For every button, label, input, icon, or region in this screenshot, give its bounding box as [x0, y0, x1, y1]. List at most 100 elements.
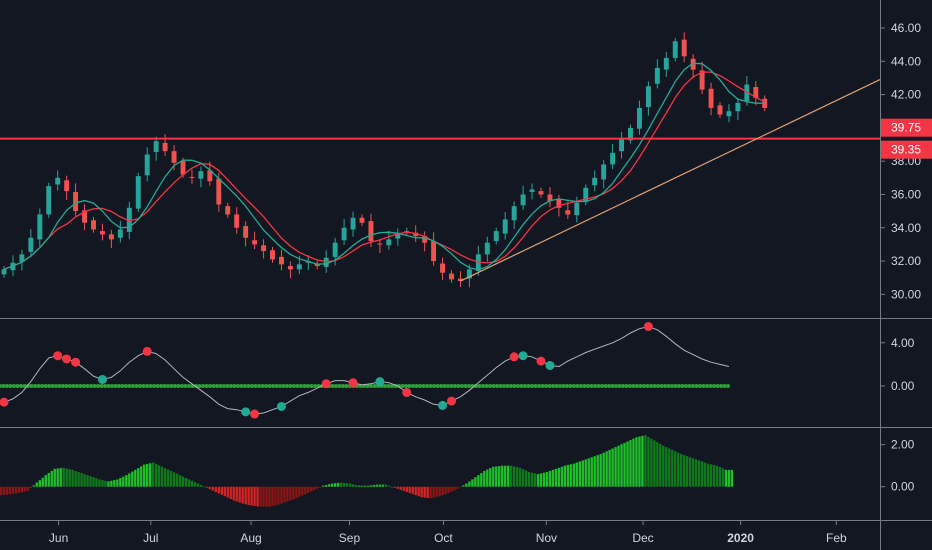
oscillator-signal-dot: [321, 379, 331, 389]
oscillator-signal-dot: [0, 397, 9, 407]
histogram-bar: [35, 482, 39, 487]
histogram-bar: [426, 486, 429, 498]
candle-body: [296, 264, 302, 270]
histogram-bar: [113, 480, 116, 487]
zero-line-dot: [407, 383, 412, 388]
histogram-bar: [211, 486, 215, 491]
histogram-bar: [533, 473, 537, 487]
histogram-bar: [190, 480, 194, 487]
candle-body: [126, 207, 132, 232]
zero-line-dot: [607, 383, 611, 388]
zero-line-dot: [12, 383, 16, 388]
zero-line-dot: [71, 383, 76, 388]
oscillator-panel[interactable]: [0, 322, 730, 419]
oscillator-signal-dot: [142, 346, 152, 356]
zero-line-dot: [197, 383, 202, 388]
zero-line-dot: [313, 383, 317, 388]
candle-body: [216, 178, 222, 205]
zero-line-dot: [0, 383, 2, 388]
zero-line-dot: [547, 383, 552, 388]
histogram-bar: [396, 486, 399, 489]
zero-line-dot: [267, 383, 272, 388]
candle-body: [99, 231, 105, 235]
zero-line-dot: [397, 383, 401, 388]
zero-line-dot: [106, 383, 111, 388]
zero-line-dot: [558, 383, 562, 388]
zero-line-dot: [638, 383, 643, 388]
price-tick-label: 30.00: [891, 287, 921, 301]
zero-line-dot: [537, 383, 541, 388]
histogram-bar: [351, 484, 355, 487]
price-axis[interactable]: 30.0032.0034.0036.0038.0040.0042.0044.00…: [880, 21, 932, 494]
time-tick-label: Jun: [49, 531, 68, 545]
histogram-bar: [611, 448, 614, 487]
price-panel[interactable]: [0, 32, 881, 288]
histogram-bar: [378, 484, 382, 487]
histogram-bar: [29, 486, 33, 489]
histogram-bar: [5, 486, 9, 495]
histogram-bar: [184, 477, 188, 487]
histogram-bar: [357, 485, 361, 487]
histogram-bar: [250, 486, 253, 506]
histogram-bar: [140, 466, 143, 487]
zero-line-dot: [281, 383, 286, 388]
zero-line-dot: [141, 383, 146, 388]
candle-body: [404, 231, 410, 233]
histogram-bar: [196, 483, 200, 487]
time-axis[interactable]: Jun Jul Aug Sep Oct Nov Dec 2020 Feb: [49, 520, 847, 545]
histogram-panel[interactable]: [0, 435, 734, 507]
zero-line-dot: [222, 383, 226, 388]
histogram-bar: [274, 486, 277, 506]
price-tag: [881, 140, 932, 159]
histogram-bar: [462, 485, 465, 487]
histogram-bar: [68, 469, 71, 487]
zero-line-dot: [659, 383, 664, 388]
zero-line-dot: [61, 383, 65, 388]
zero-line-dot: [421, 383, 426, 388]
histogram-bar: [172, 472, 176, 487]
histogram-bar: [578, 461, 581, 487]
histogram-bar: [122, 476, 125, 487]
price-tick-label: 42.00: [891, 88, 921, 102]
zero-line-dot: [467, 383, 471, 388]
zero-line-dot: [715, 383, 720, 388]
histogram-bar: [727, 469, 731, 487]
zero-line-dot: [491, 383, 496, 388]
candle-body: [699, 70, 705, 90]
zero-line-dot: [414, 383, 419, 388]
histogram-bar: [50, 470, 53, 487]
histogram-bar: [304, 486, 307, 495]
histogram-bar: [530, 472, 534, 487]
histogram-bar: [608, 449, 611, 487]
zero-line-dot: [645, 383, 650, 388]
histogram-bar: [166, 469, 170, 487]
zero-line-dot: [568, 383, 573, 388]
histogram-bar: [241, 486, 244, 504]
zero-line-dot: [138, 383, 142, 388]
histogram-bar: [438, 486, 441, 497]
zero-line-dot: [540, 383, 545, 388]
histogram-bar: [148, 463, 152, 487]
histogram-bar: [548, 470, 552, 487]
histogram-bar: [38, 480, 41, 487]
zero-line-dot: [463, 383, 468, 388]
histogram-bar: [342, 482, 346, 487]
histogram-bar: [336, 482, 340, 487]
candle-body: [708, 88, 714, 108]
zero-line-dot: [411, 383, 415, 388]
histogram-bar: [101, 480, 104, 487]
zero-line-dot: [292, 383, 296, 388]
candle-body: [565, 210, 571, 215]
histogram-bar: [459, 486, 462, 488]
zero-line-dot: [250, 383, 254, 388]
histogram-bar: [509, 465, 513, 487]
histogram-bar: [381, 484, 385, 487]
histogram-bar: [665, 447, 668, 487]
zero-line-dot: [726, 383, 730, 388]
histogram-bar: [235, 486, 238, 502]
zero-line-dot: [446, 383, 450, 388]
zero-line-dot: [579, 383, 583, 388]
histogram-bar: [680, 454, 683, 487]
